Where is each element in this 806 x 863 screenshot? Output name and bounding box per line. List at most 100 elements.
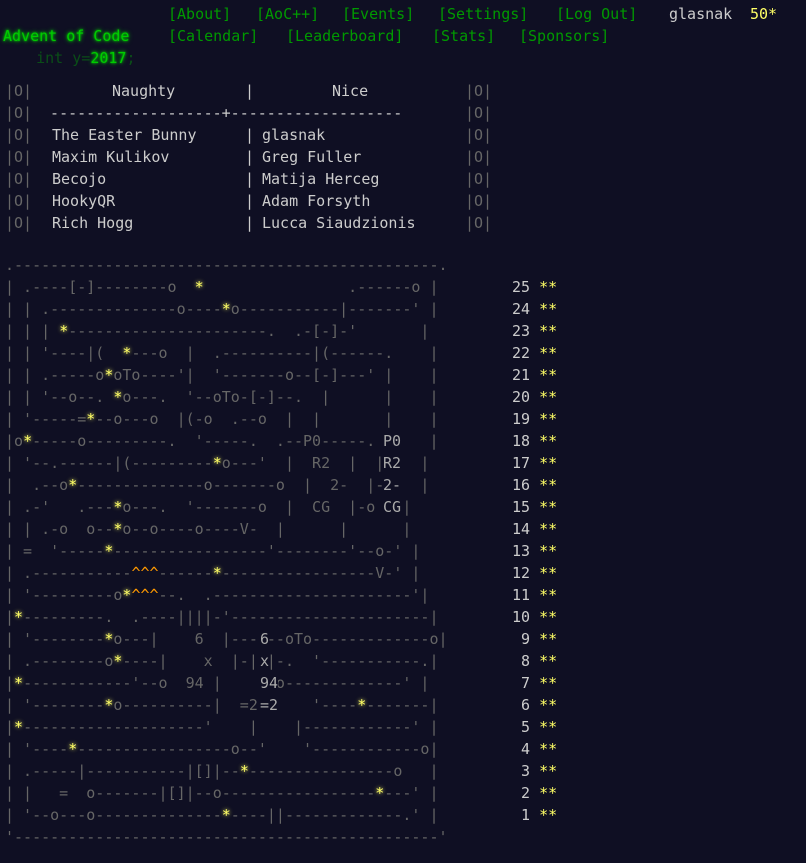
calendar-day-link[interactable]: 12 ** xyxy=(512,562,557,584)
header-top-row: Advent of Code xyxy=(0,3,129,47)
chip-label: 94 xyxy=(260,672,279,694)
calendar-day-link[interactable]: 5 ** xyxy=(512,716,557,738)
day-number: 25 xyxy=(512,278,531,296)
calendar-day-link[interactable]: 3 ** xyxy=(512,760,557,782)
day-number: 20 xyxy=(512,388,531,406)
list-divider: | xyxy=(245,148,255,166)
list-border-left: |O| xyxy=(5,214,33,232)
calendar-day-link[interactable]: 1 ** xyxy=(512,804,557,826)
calendar-day-link[interactable]: 6 ** xyxy=(512,694,557,716)
naughty-name: HookyQR xyxy=(52,192,116,210)
list-divider: | xyxy=(245,170,255,188)
list-divider: | xyxy=(245,82,255,100)
calendar-day-link[interactable]: 11 ** xyxy=(512,584,557,606)
nav-link-log-out[interactable]: [Log Out] xyxy=(556,5,638,23)
nav-link-sponsors[interactable]: [Sponsors] xyxy=(519,27,610,45)
calendar-circuit-row: | | .-o o--*o--o----o----V- | | | xyxy=(5,520,412,538)
nav-link-leaderboard[interactable]: [Leaderboard] xyxy=(286,27,404,45)
day-stars: ** xyxy=(539,762,558,780)
calendar-day-link[interactable]: 10 ** xyxy=(512,606,557,628)
day-stars: ** xyxy=(539,278,558,296)
day-number: 18 xyxy=(512,432,531,450)
list-border-right: |O| xyxy=(465,170,493,188)
calendar-day-link[interactable]: 13 ** xyxy=(512,540,557,562)
day-number: 9 xyxy=(512,630,531,648)
nav-link-stats[interactable]: [Stats] xyxy=(432,27,496,45)
calendar-day-link[interactable]: 17 ** xyxy=(512,452,557,474)
day-stars: ** xyxy=(539,608,558,626)
calendar-circuit-row: | .-----|-----------|[]|--*-------------… xyxy=(5,762,439,780)
day-stars: ** xyxy=(539,498,558,516)
list-border-left: |O| xyxy=(5,82,33,100)
day-stars: ** xyxy=(539,718,558,736)
calendar-day-link[interactable]: 8 ** xyxy=(512,650,557,672)
day-number: 10 xyxy=(512,608,531,626)
year-suffix: ; xyxy=(126,49,136,67)
day-stars: ** xyxy=(539,696,558,714)
list-border-right: |O| xyxy=(465,148,493,166)
day-stars: ** xyxy=(539,784,558,802)
list-border-right: |O| xyxy=(465,214,493,232)
calendar-day-link[interactable]: 22 ** xyxy=(512,342,557,364)
calendar-circuit-row: | | '--o--. *o---. '--oTo-[-]--. | | | xyxy=(5,388,439,406)
calendar-day-link[interactable]: 2 ** xyxy=(512,782,557,804)
day-number: 5 xyxy=(512,718,531,736)
day-number: 21 xyxy=(512,366,531,384)
naughty-name: Becojo xyxy=(52,170,107,188)
day-number: 19 xyxy=(512,410,531,428)
chip-label: x xyxy=(260,650,270,672)
calendar-circuit-row: |*------------'--o 94 | |-o-------------… xyxy=(5,674,430,692)
nav-link-calendar[interactable]: [Calendar] xyxy=(168,27,259,45)
chip-label: 6 xyxy=(260,628,270,650)
chip-label: CG xyxy=(383,496,402,518)
naughty-header: Naughty xyxy=(112,82,176,100)
day-stars: ** xyxy=(539,564,558,582)
day-number: 4 xyxy=(512,740,531,758)
calendar-day-link[interactable]: 23 ** xyxy=(512,320,557,342)
day-stars: ** xyxy=(539,630,558,648)
nav-link-about[interactable]: [About] xyxy=(168,5,232,23)
day-number: 7 xyxy=(512,674,531,692)
calendar-day-link[interactable]: 24 ** xyxy=(512,298,557,320)
nice-name: Adam Forsyth xyxy=(262,192,371,210)
calendar-day-link[interactable]: 20 ** xyxy=(512,386,557,408)
list-divider: | xyxy=(245,126,255,144)
day-number: 14 xyxy=(512,520,531,538)
day-stars: ** xyxy=(539,322,558,340)
calendar-circuit-row: |*---------. .----||||-'----------------… xyxy=(5,608,439,626)
calendar-day-link[interactable]: 15 ** xyxy=(512,496,557,518)
calendar-day-link[interactable]: 21 ** xyxy=(512,364,557,386)
nav-link-settings[interactable]: [Settings] xyxy=(438,5,529,23)
calendar-day-link[interactable]: 19 ** xyxy=(512,408,557,430)
calendar-day-link[interactable]: 25 ** xyxy=(512,276,557,298)
username: glasnak xyxy=(669,5,733,23)
nav-link-events[interactable]: [Events] xyxy=(342,5,415,23)
day-number: 24 xyxy=(512,300,531,318)
nav-link-aoc[interactable]: [AoC++] xyxy=(256,5,320,23)
calendar-border-top: .---------------------------------------… xyxy=(5,256,448,274)
calendar-circuit-row: | '--o---o--------------*----||---------… xyxy=(5,806,439,824)
calendar-circuit-row: | '-----=*--o---o |(-o .--o | | | | xyxy=(5,410,439,428)
calendar-day-link[interactable]: 16 ** xyxy=(512,474,557,496)
header-year-row: int y=2017; xyxy=(0,25,135,69)
calendar-day-link[interactable]: 7 ** xyxy=(512,672,557,694)
site-title-link[interactable]: Advent of Code xyxy=(3,27,130,45)
chip-label: P0 xyxy=(383,430,402,452)
calendar-day-link[interactable]: 9 ** xyxy=(512,628,557,650)
nice-name: Matija Herceg xyxy=(262,170,380,188)
list-border-left: |O| xyxy=(5,170,33,188)
calendar-day-link[interactable]: 18 ** xyxy=(512,430,557,452)
calendar-day-link[interactable]: 14 ** xyxy=(512,518,557,540)
list-border-right: |O| xyxy=(465,104,493,122)
day-number: 2 xyxy=(512,784,531,802)
day-stars: ** xyxy=(539,520,558,538)
calendar-circuit-row: | .-' .---*o---. '-------o | CG |-o | xyxy=(5,498,412,516)
day-number: 12 xyxy=(512,564,531,582)
year-link[interactable]: 2017 xyxy=(90,49,127,67)
calendar-day-link[interactable]: 4 ** xyxy=(512,738,557,760)
calendar-circuit-row: | | .-----o*oTo----'| '-------o--[-]---'… xyxy=(5,366,439,384)
calendar-circuit-row: | .-----------^^^------*----------------… xyxy=(5,564,421,582)
list-header-rule: -------------------+------------------- xyxy=(32,104,403,122)
day-number: 6 xyxy=(512,696,531,714)
day-stars: ** xyxy=(539,740,558,758)
